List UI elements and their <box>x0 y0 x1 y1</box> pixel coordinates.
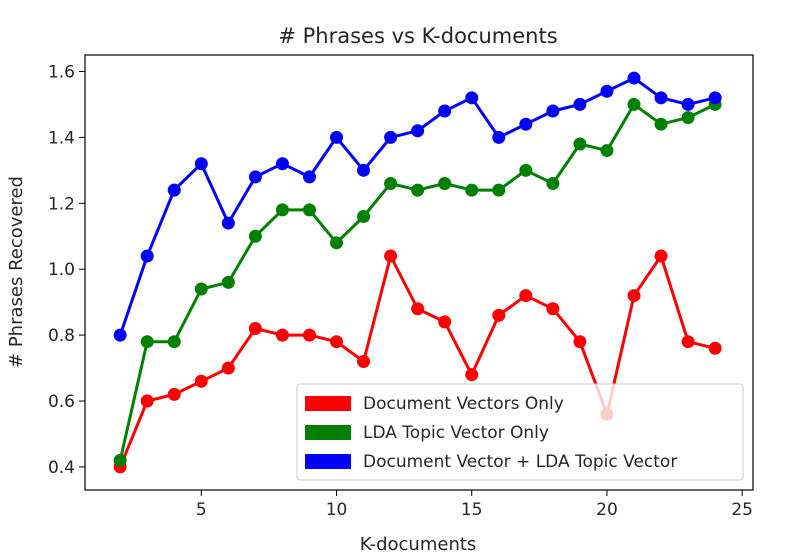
y-tick-label: 1.6 <box>48 62 75 82</box>
data-point <box>384 249 398 263</box>
data-point <box>275 157 289 171</box>
series-2 <box>113 97 722 467</box>
data-point <box>411 302 425 316</box>
data-point <box>546 104 560 118</box>
plot-frame <box>84 54 754 491</box>
data-point <box>357 209 371 223</box>
series-3 <box>113 71 722 342</box>
data-point <box>330 236 344 250</box>
x-tick-label: 20 <box>596 500 618 520</box>
data-point <box>248 229 262 243</box>
y-axis-label: # Phrases Recovered <box>6 176 27 368</box>
data-point <box>708 341 722 355</box>
data-point <box>465 183 479 197</box>
data-point <box>248 170 262 184</box>
data-point <box>302 203 316 217</box>
data-point <box>492 308 506 322</box>
data-point <box>573 97 587 111</box>
data-point <box>492 183 506 197</box>
data-point <box>573 335 587 349</box>
data-point <box>221 275 235 289</box>
series-1 <box>113 249 722 474</box>
legend-swatch <box>305 425 351 440</box>
legend-label: Document Vector + LDA Topic Vector <box>363 452 677 472</box>
legend-box <box>296 383 744 481</box>
data-point <box>384 177 398 191</box>
data-point <box>708 91 722 105</box>
data-point <box>330 130 344 144</box>
data-point <box>573 137 587 151</box>
data-point <box>438 315 452 329</box>
data-point <box>140 335 154 349</box>
data-point <box>627 71 641 85</box>
data-point <box>194 374 208 388</box>
y-tick-label: 0.4 <box>48 458 75 478</box>
data-point <box>302 328 316 342</box>
data-point <box>221 361 235 375</box>
y-tick-label: 1.2 <box>48 194 75 214</box>
data-point <box>275 203 289 217</box>
y-tick-label: 0.8 <box>48 326 75 346</box>
data-point <box>519 163 533 177</box>
data-point <box>681 97 695 111</box>
legend: Document Vectors Only LDA Topic Vector On… <box>296 383 744 481</box>
data-point <box>546 177 560 191</box>
data-point <box>492 130 506 144</box>
data-point <box>438 104 452 118</box>
data-point <box>681 111 695 125</box>
data-point <box>654 91 668 105</box>
data-point <box>465 91 479 105</box>
data-point <box>384 130 398 144</box>
data-point <box>411 183 425 197</box>
data-point <box>519 117 533 131</box>
x-tick-label: 15 <box>461 500 483 520</box>
data-point <box>546 302 560 316</box>
data-point <box>600 84 614 98</box>
data-point <box>248 322 262 336</box>
data-point <box>411 124 425 138</box>
x-axis-label: K-documents <box>360 534 477 555</box>
data-point <box>519 289 533 303</box>
data-point <box>113 328 127 342</box>
data-point <box>654 117 668 131</box>
x-tick-label: 25 <box>731 500 753 520</box>
data-point <box>140 394 154 408</box>
chart-title: # Phrases vs K-documents <box>278 24 557 48</box>
data-point <box>438 177 452 191</box>
y-tick-label: 0.6 <box>48 392 75 412</box>
data-point <box>167 387 181 401</box>
series-layer <box>113 71 722 474</box>
data-point <box>357 163 371 177</box>
data-point <box>465 368 479 382</box>
x-tick-label: 5 <box>196 500 207 520</box>
data-point <box>627 97 641 111</box>
legend-label: LDA Topic Vector Only <box>363 423 549 443</box>
ticks-layer: 5 10 15 20 25 0.4 0.6 0.8 1.0 1.2 1.4 1.6 <box>48 62 753 520</box>
data-point <box>221 216 235 230</box>
legend-swatch <box>305 454 351 469</box>
data-point <box>194 157 208 171</box>
data-point <box>330 335 344 349</box>
legend-label: Document Vectors Only <box>363 394 564 414</box>
data-point <box>357 354 371 368</box>
data-point <box>302 170 316 184</box>
y-tick-label: 1.4 <box>48 128 75 148</box>
x-tick-label: 10 <box>326 500 348 520</box>
data-point <box>627 289 641 303</box>
data-point <box>275 328 289 342</box>
data-point <box>681 335 695 349</box>
data-point <box>167 183 181 197</box>
data-point <box>600 144 614 158</box>
data-point <box>113 453 127 467</box>
data-point <box>140 249 154 263</box>
y-tick-label: 1.0 <box>48 260 75 280</box>
data-point <box>194 282 208 296</box>
legend-swatch <box>305 396 351 411</box>
data-point <box>167 335 181 349</box>
data-point <box>654 249 668 263</box>
